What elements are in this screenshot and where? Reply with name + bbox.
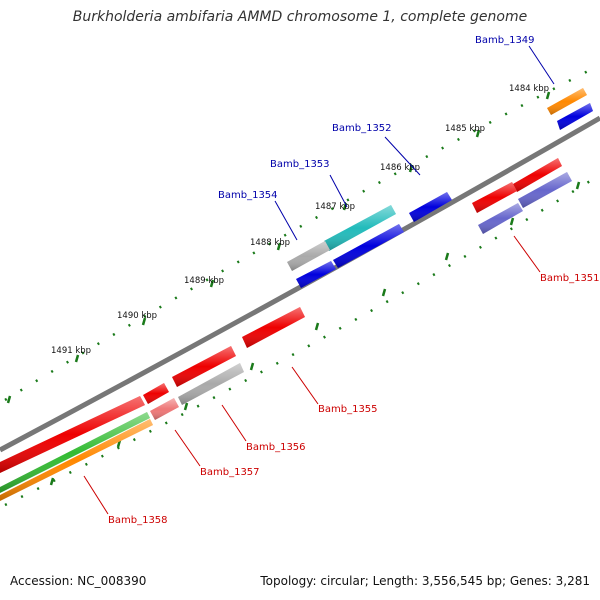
- gene-bamb-1352[interactable]: [324, 205, 396, 251]
- gene-bamb-1356[interactable]: [178, 363, 244, 405]
- inner-scale-track: [4, 176, 596, 507]
- label-leaders-top: [274, 45, 555, 241]
- gene-bamb-1349[interactable]: [547, 88, 587, 115]
- gene-small-blue[interactable]: [296, 261, 336, 288]
- gene-label[interactable]: Bamb_1355: [318, 404, 378, 415]
- gene-label[interactable]: Bamb_1356: [246, 442, 306, 453]
- tick-label: 1490 kbp: [117, 311, 157, 321]
- tick-label: 1489 kbp: [184, 276, 224, 286]
- map-title: Burkholderia ambifaria AMMD chromosome 1…: [72, 9, 528, 25]
- major-ticks-inner: [49, 181, 581, 486]
- tick-labels: 1484 kbp 1485 kbp 1486 kbp 1487 kbp 1488…: [51, 84, 549, 356]
- gene-bamb-1353[interactable]: [333, 224, 404, 268]
- major-ticks-outer: [6, 91, 551, 404]
- gene-labels-bottom: Bamb_1351 Bamb_1355 Bamb_1356 Bamb_1357 …: [108, 273, 600, 526]
- tick-label: 1484 kbp: [509, 84, 549, 94]
- gene-bamb-1357[interactable]: [150, 398, 179, 420]
- gene-red-center[interactable]: [172, 346, 236, 387]
- gene-red-mid-right[interactable]: [472, 182, 517, 213]
- tick-label: 1486 kbp: [380, 163, 420, 173]
- gene-label[interactable]: Bamb_1349: [475, 35, 535, 46]
- gene-red-small[interactable]: [143, 383, 169, 404]
- gene-red-top-right[interactable]: [513, 158, 562, 192]
- gene-purple-right[interactable]: [518, 172, 572, 208]
- tick-label: 1485 kbp: [445, 124, 485, 134]
- gene-label[interactable]: Bamb_1354: [218, 190, 278, 201]
- gene-bamb-1358-green[interactable]: [0, 412, 150, 493]
- tick-label: 1487 kbp: [315, 202, 355, 212]
- label-leaders-bottom: [83, 235, 541, 515]
- gene-label[interactable]: Bamb_1357: [200, 467, 260, 478]
- gene-bamb-1354[interactable]: [287, 241, 330, 271]
- gene-bamb-1351[interactable]: [478, 203, 523, 234]
- accession-text: Accession: NC_008390: [10, 574, 147, 588]
- gene-label[interactable]: Bamb_1352: [332, 123, 392, 134]
- gene-bamb-1358-orange[interactable]: [0, 419, 153, 501]
- gene-blue-right[interactable]: [409, 192, 452, 222]
- gene-bamb-1350[interactable]: [557, 103, 593, 130]
- tick-label: 1491 kbp: [51, 346, 91, 356]
- gene-labels-top: Bamb_1349 Bamb_1352 Bamb_1353 Bamb_1354: [218, 35, 535, 201]
- outer-scale-track: [4, 68, 591, 402]
- genome-summary-text: Topology: circular; Length: 3,556,545 bp…: [260, 574, 590, 588]
- gene-label[interactable]: Bamb_1351: [540, 273, 600, 284]
- tick-label: 1488 kbp: [250, 238, 290, 248]
- reverse-genes: [0, 158, 572, 501]
- gene-label[interactable]: Bamb_1358: [108, 515, 168, 526]
- gene-bamb-1358-red[interactable]: [0, 396, 145, 473]
- gene-label[interactable]: Bamb_1353: [270, 159, 330, 170]
- forward-genes: [287, 88, 593, 288]
- gene-bamb-1355[interactable]: [242, 307, 305, 348]
